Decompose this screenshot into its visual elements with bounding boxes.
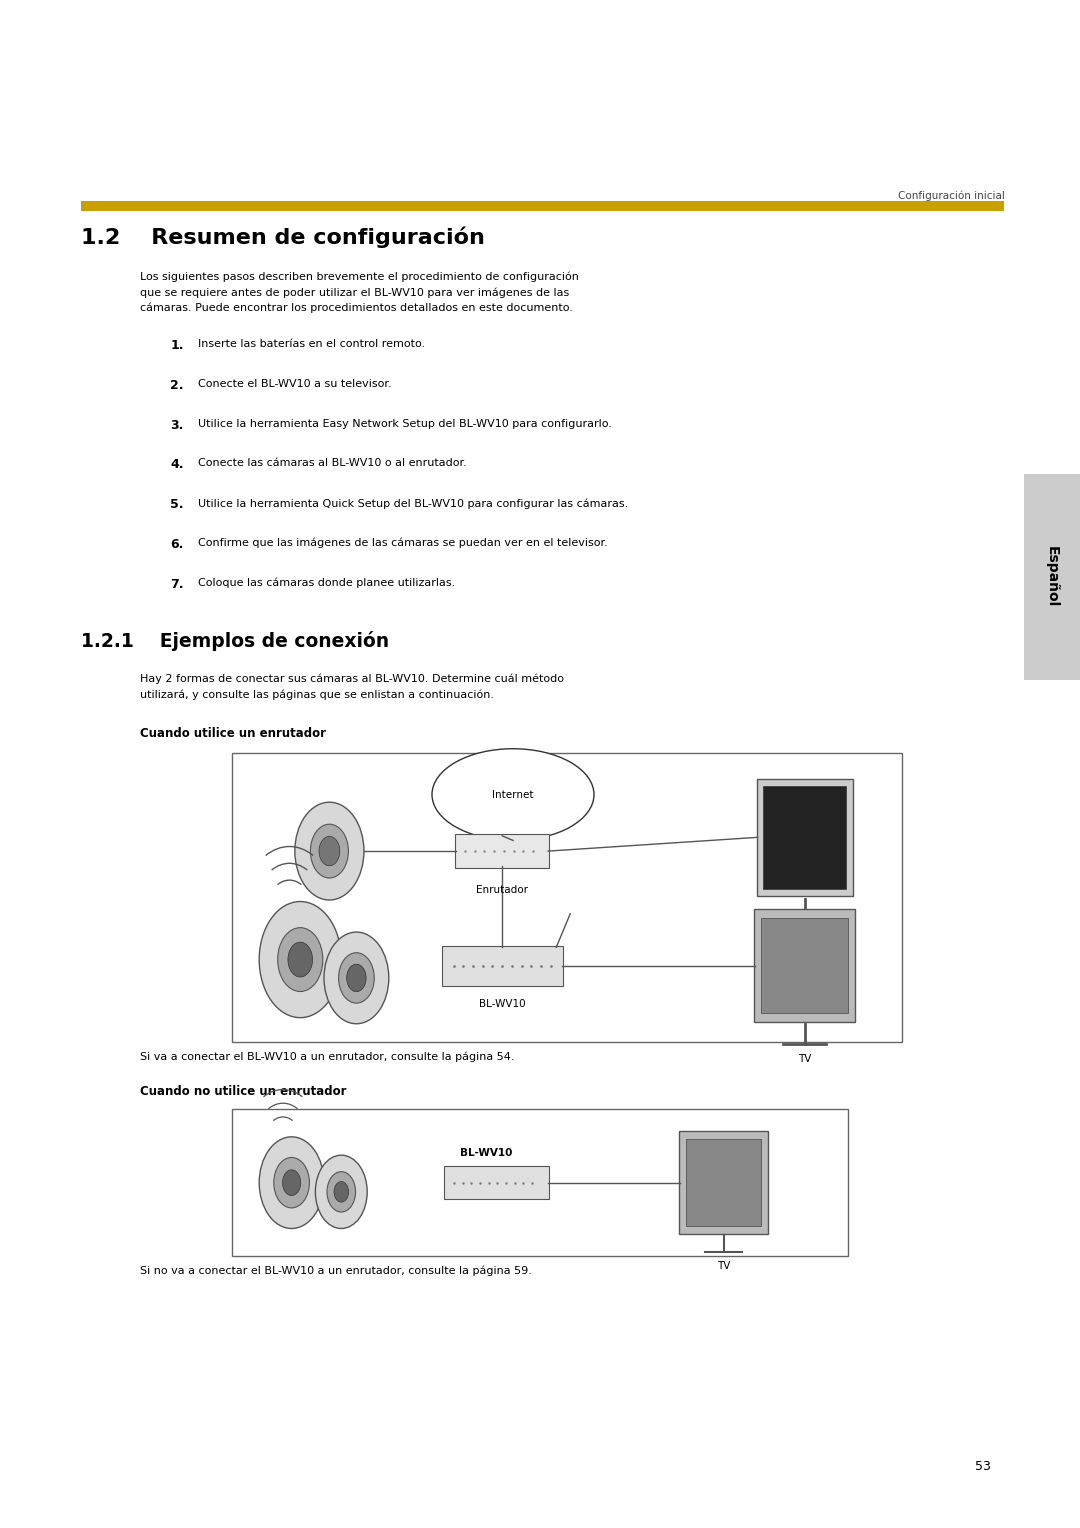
Text: Utilice la herramienta Quick Setup del BL-WV10 para configurar las cámaras.: Utilice la herramienta Quick Setup del B… <box>198 498 627 509</box>
Text: Conecte el BL-WV10 a su televisor.: Conecte el BL-WV10 a su televisor. <box>198 379 391 390</box>
Text: 7.: 7. <box>171 578 184 591</box>
Text: 53: 53 <box>975 1461 990 1473</box>
Text: BL-WV10: BL-WV10 <box>478 999 526 1010</box>
FancyBboxPatch shape <box>456 834 550 868</box>
Text: 5.: 5. <box>171 498 184 512</box>
Circle shape <box>278 927 323 992</box>
Text: 2.: 2. <box>171 379 184 393</box>
Circle shape <box>274 1158 310 1207</box>
FancyBboxPatch shape <box>686 1138 761 1225</box>
FancyBboxPatch shape <box>756 778 853 895</box>
Circle shape <box>259 902 341 1018</box>
FancyBboxPatch shape <box>1024 474 1080 680</box>
Text: 1.: 1. <box>171 339 184 353</box>
Text: 6.: 6. <box>171 538 184 552</box>
Text: 1.2.1    Ejemplos de conexión: 1.2.1 Ejemplos de conexión <box>81 631 389 651</box>
Text: 3.: 3. <box>171 419 184 432</box>
Circle shape <box>327 1172 355 1212</box>
Text: Conecte las cámaras al BL-WV10 o al enrutador.: Conecte las cámaras al BL-WV10 o al enru… <box>198 458 467 469</box>
Circle shape <box>259 1137 324 1229</box>
Circle shape <box>339 953 375 1004</box>
FancyBboxPatch shape <box>232 753 902 1042</box>
Text: Internet: Internet <box>492 790 534 799</box>
Text: Configuración inicial: Configuración inicial <box>897 191 1004 200</box>
Text: Inserte las baterías en el control remoto.: Inserte las baterías en el control remot… <box>198 339 424 350</box>
Text: TV: TV <box>717 1262 730 1271</box>
Text: Cuando utilice un enrutador: Cuando utilice un enrutador <box>140 727 326 741</box>
Text: Confirme que las imágenes de las cámaras se puedan ver en el televisor.: Confirme que las imágenes de las cámaras… <box>198 538 607 549</box>
Circle shape <box>319 836 340 866</box>
Ellipse shape <box>432 749 594 840</box>
Text: Coloque las cámaras donde planee utilizarlas.: Coloque las cámaras donde planee utiliza… <box>198 578 455 588</box>
FancyBboxPatch shape <box>762 785 847 889</box>
Text: Los siguientes pasos describen brevemente el procedimiento de configuración
que : Los siguientes pasos describen brevement… <box>140 272 579 313</box>
FancyBboxPatch shape <box>761 918 848 1013</box>
Circle shape <box>295 802 364 900</box>
Text: Utilice la herramienta Easy Network Setup del BL-WV10 para configurarlo.: Utilice la herramienta Easy Network Setu… <box>198 419 611 429</box>
FancyBboxPatch shape <box>81 200 1004 211</box>
Text: 1.2    Resumen de configuración: 1.2 Resumen de configuración <box>81 226 485 248</box>
FancyBboxPatch shape <box>232 1109 848 1256</box>
Circle shape <box>310 824 349 879</box>
FancyBboxPatch shape <box>442 946 563 986</box>
Circle shape <box>334 1181 349 1203</box>
Text: 4.: 4. <box>171 458 184 472</box>
Text: Si no va a conectar el BL-WV10 a un enrutador, consulte la página 59.: Si no va a conectar el BL-WV10 a un enru… <box>140 1265 532 1276</box>
Text: Si va a conectar el BL-WV10 a un enrutador, consulte la página 54.: Si va a conectar el BL-WV10 a un enrutad… <box>140 1051 515 1062</box>
Text: TV: TV <box>798 1054 811 1065</box>
Circle shape <box>324 932 389 1024</box>
Text: Español: Español <box>1045 545 1058 608</box>
FancyBboxPatch shape <box>754 909 855 1022</box>
Circle shape <box>347 964 366 992</box>
Circle shape <box>315 1155 367 1229</box>
Text: Hay 2 formas de conectar sus cámaras al BL-WV10. Determine cuál método
utilizará: Hay 2 formas de conectar sus cámaras al … <box>140 674 565 700</box>
Text: BL-WV10: BL-WV10 <box>460 1148 512 1158</box>
Circle shape <box>283 1170 300 1195</box>
Text: Enrutador: Enrutador <box>476 885 528 895</box>
Text: Cuando no utilice un enrutador: Cuando no utilice un enrutador <box>140 1085 347 1099</box>
FancyBboxPatch shape <box>679 1131 768 1235</box>
Text: PC: PC <box>798 932 811 943</box>
Circle shape <box>288 943 312 976</box>
FancyBboxPatch shape <box>445 1166 550 1199</box>
